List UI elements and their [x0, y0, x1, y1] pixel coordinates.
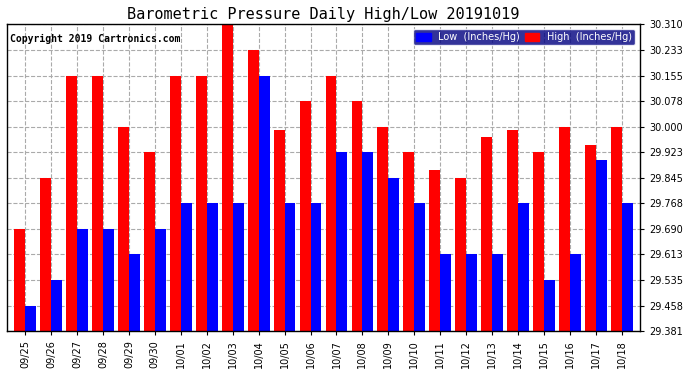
- Bar: [559, 127, 570, 331]
- Bar: [404, 152, 414, 331]
- Bar: [492, 255, 503, 331]
- Bar: [103, 229, 114, 331]
- Bar: [170, 76, 181, 331]
- Bar: [118, 127, 129, 331]
- Bar: [622, 203, 633, 331]
- Bar: [259, 76, 270, 331]
- Bar: [326, 76, 337, 331]
- Bar: [388, 178, 400, 331]
- Bar: [585, 145, 596, 331]
- Bar: [66, 76, 77, 331]
- Bar: [207, 203, 217, 331]
- Bar: [14, 229, 25, 331]
- Bar: [92, 76, 103, 331]
- Bar: [466, 255, 477, 331]
- Bar: [611, 127, 622, 331]
- Bar: [129, 255, 140, 331]
- Bar: [507, 130, 518, 331]
- Bar: [544, 280, 555, 331]
- Bar: [181, 203, 192, 331]
- Bar: [414, 203, 425, 331]
- Bar: [299, 101, 310, 331]
- Bar: [440, 255, 451, 331]
- Bar: [51, 280, 62, 331]
- Bar: [310, 203, 322, 331]
- Bar: [274, 130, 284, 331]
- Bar: [248, 50, 259, 331]
- Bar: [351, 101, 362, 331]
- Legend: Low  (Inches/Hg), High  (Inches/Hg): Low (Inches/Hg), High (Inches/Hg): [413, 29, 635, 45]
- Bar: [221, 24, 233, 331]
- Bar: [481, 137, 492, 331]
- Bar: [455, 178, 466, 331]
- Bar: [25, 306, 36, 331]
- Bar: [233, 203, 244, 331]
- Bar: [570, 255, 581, 331]
- Bar: [337, 152, 347, 331]
- Bar: [596, 160, 607, 331]
- Bar: [362, 152, 373, 331]
- Bar: [284, 203, 295, 331]
- Text: Copyright 2019 Cartronics.com: Copyright 2019 Cartronics.com: [10, 34, 181, 44]
- Bar: [518, 203, 529, 331]
- Bar: [155, 229, 166, 331]
- Bar: [377, 127, 388, 331]
- Title: Barometric Pressure Daily High/Low 20191019: Barometric Pressure Daily High/Low 20191…: [127, 7, 520, 22]
- Bar: [196, 76, 207, 331]
- Bar: [144, 152, 155, 331]
- Bar: [77, 229, 88, 331]
- Bar: [429, 170, 440, 331]
- Bar: [40, 178, 51, 331]
- Bar: [533, 152, 544, 331]
